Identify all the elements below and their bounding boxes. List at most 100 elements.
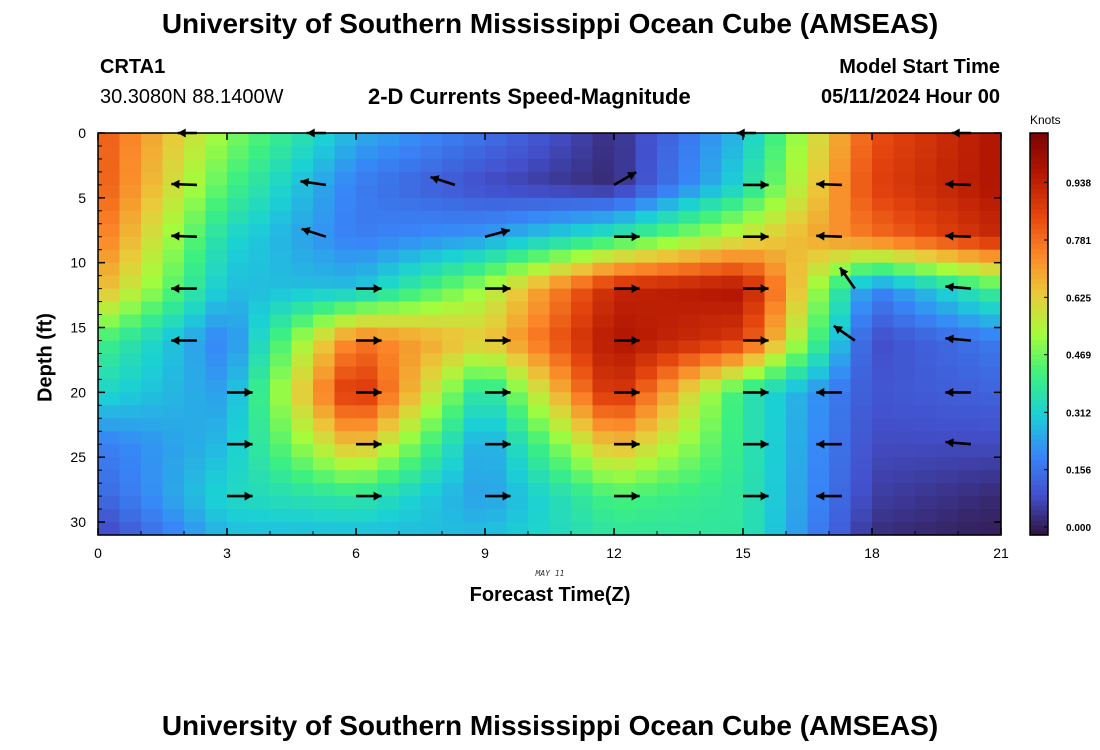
heatmap-cell: [700, 366, 723, 380]
heatmap-cell: [463, 184, 486, 199]
heatmap-cell: [958, 210, 981, 225]
heatmap-cell: [721, 327, 744, 342]
heatmap-cell: [958, 431, 981, 445]
heatmap-cell: [592, 418, 615, 432]
heatmap-cell: [270, 262, 293, 277]
heatmap-cell: [850, 392, 873, 406]
heatmap-cell: [184, 392, 207, 406]
heatmap-cell: [850, 184, 873, 199]
heatmap-cell: [528, 249, 551, 264]
heatmap-cell: [807, 184, 830, 199]
heatmap-cell: [270, 379, 293, 393]
heatmap-cell: [356, 262, 379, 277]
heatmap-cell: [377, 366, 400, 380]
heatmap-cell: [549, 405, 572, 419]
heatmap-cell: [915, 158, 938, 173]
heatmap-cell: [657, 392, 680, 406]
heatmap-cell: [377, 379, 400, 393]
heatmap-cell: [786, 522, 809, 536]
heatmap-cell: [786, 133, 809, 147]
heatmap-cell: [829, 210, 852, 225]
heatmap-cell: [399, 262, 422, 277]
heatmap-cell: [571, 275, 594, 290]
heatmap-cell: [334, 210, 357, 225]
heatmap-cell: [700, 223, 723, 238]
heatmap-cell: [528, 184, 551, 199]
heatmap-cell: [936, 210, 959, 225]
heatmap-cell: [764, 236, 787, 251]
heatmap-cell: [657, 133, 680, 147]
current-arrow: [227, 439, 253, 449]
heatmap-cell: [485, 444, 508, 458]
heatmap-cell: [248, 509, 271, 523]
heatmap-cell: [205, 431, 228, 445]
heatmap-cell: [248, 418, 271, 432]
heatmap-cell: [399, 379, 422, 393]
heatmap-cell: [270, 288, 293, 303]
heatmap-cell: [313, 418, 336, 432]
colorbar-segment: [1030, 238, 1048, 245]
heatmap-cell: [721, 133, 744, 147]
current-arrow: [485, 336, 511, 345]
heatmap-cell: [592, 301, 615, 316]
heatmap-cell: [291, 145, 314, 160]
heatmap-cell: [334, 314, 357, 329]
heatmap-cell: [743, 249, 766, 264]
heatmap-cell: [485, 509, 508, 523]
heatmap-cell: [743, 262, 766, 277]
colorbar-segment: [1030, 133, 1048, 139]
heatmap-cell: [162, 457, 185, 471]
heatmap-cell: [549, 353, 572, 368]
heatmap-cell: [958, 327, 981, 342]
heatmap-cell: [356, 171, 379, 186]
heatmap-cell: [657, 522, 680, 536]
heatmap-cell: [485, 405, 508, 419]
heatmap-cell: [377, 262, 400, 277]
heatmap-cell: [678, 483, 701, 497]
heatmap-cell: [657, 470, 680, 484]
heatmap-cell: [936, 444, 959, 458]
heatmap-cell: [571, 171, 594, 186]
heatmap-cell: [141, 496, 164, 510]
heatmap-cell: [678, 392, 701, 406]
heatmap-cell: [786, 405, 809, 419]
heatmap-cell: [893, 522, 916, 536]
heatmap-cell: [721, 249, 744, 264]
heatmap-cell: [291, 483, 314, 497]
heatmap-cell: [678, 133, 701, 147]
colorbar-segment: [1030, 253, 1048, 260]
current-arrow: [743, 491, 769, 501]
heatmap-cell: [721, 223, 744, 238]
heatmap-cell: [291, 496, 314, 510]
heatmap-cell: [657, 145, 680, 160]
heatmap-cell: [205, 405, 228, 419]
heatmap-cell: [700, 496, 723, 510]
heatmap-cell: [850, 249, 873, 264]
heatmap-cell: [227, 314, 250, 329]
current-arrow: [743, 232, 769, 242]
heatmap-cell: [506, 197, 529, 212]
heatmap-cell: [248, 288, 271, 303]
heatmap-cell: [227, 158, 250, 173]
heatmap-cell: [399, 275, 422, 290]
heatmap-cell: [764, 223, 787, 238]
heatmap-cell: [485, 301, 508, 316]
heatmap-cell: [829, 171, 852, 186]
heatmap-cell: [635, 340, 658, 355]
heatmap-cell: [420, 210, 443, 225]
heatmap-cell: [592, 275, 615, 290]
heatmap-cell: [807, 392, 830, 406]
colorbar-segment: [1030, 504, 1048, 511]
heatmap-cell: [356, 210, 379, 225]
heatmap-cell: [334, 197, 357, 212]
heatmap-cell: [614, 340, 637, 355]
heatmap-cell: [614, 249, 637, 264]
heatmap-cell: [334, 470, 357, 484]
heatmap-cell: [506, 470, 529, 484]
heatmap-cell: [98, 133, 121, 147]
y-axis-label: Depth (ft): [34, 313, 57, 402]
heatmap-cell: [528, 210, 551, 225]
heatmap-cell: [786, 314, 809, 329]
heatmap-cell: [764, 340, 787, 355]
heatmap-cell: [98, 236, 121, 251]
